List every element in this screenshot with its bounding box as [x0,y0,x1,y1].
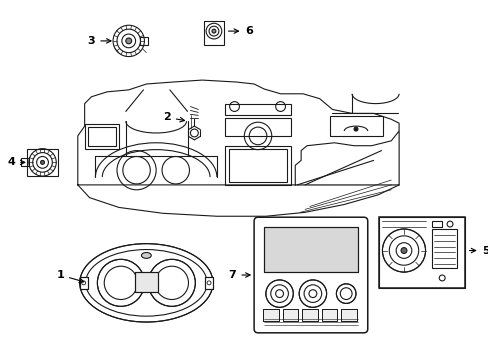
Circle shape [400,248,406,253]
Circle shape [97,259,144,306]
Circle shape [212,29,216,33]
Bar [263,309,278,321]
Circle shape [148,259,195,306]
Circle shape [382,229,425,272]
Circle shape [299,280,326,307]
Bar [282,309,298,321]
Bar [134,272,158,292]
Bar [321,309,337,321]
Bar [263,309,278,321]
Bar [282,309,298,321]
Text: 1: 1 [56,270,83,283]
Bar [302,309,317,321]
Text: 6: 6 [228,26,253,36]
Bar [431,229,456,268]
Bar [80,277,87,289]
Polygon shape [295,131,398,185]
Circle shape [265,280,293,307]
Text: 4: 4 [7,157,25,167]
Bar [205,277,213,289]
Bar [329,116,383,136]
Ellipse shape [141,252,151,258]
Bar [264,227,357,272]
Bar [27,149,58,176]
Bar [80,277,87,289]
Circle shape [41,161,44,164]
Circle shape [336,284,355,303]
Bar [341,309,356,321]
Bar [224,118,291,136]
Bar [378,217,464,288]
Bar [224,104,291,115]
Bar [321,309,337,321]
Bar [431,221,441,227]
Polygon shape [78,80,398,185]
Bar [302,309,317,321]
Text: 7: 7 [228,270,249,280]
Ellipse shape [80,244,213,322]
Text: 5: 5 [468,246,488,256]
FancyBboxPatch shape [254,217,367,333]
Circle shape [353,127,357,131]
Text: 3: 3 [87,36,111,46]
Text: 2: 2 [163,112,184,122]
Circle shape [125,38,131,44]
Bar [341,309,356,321]
Bar [205,277,213,289]
Bar [264,227,357,272]
Bar [204,21,224,45]
Bar [134,272,158,292]
Bar [228,149,287,182]
Bar [140,37,148,45]
Bar [378,217,464,288]
Bar [21,158,29,166]
Bar [84,124,119,149]
Bar [87,127,116,146]
Bar [224,146,291,185]
